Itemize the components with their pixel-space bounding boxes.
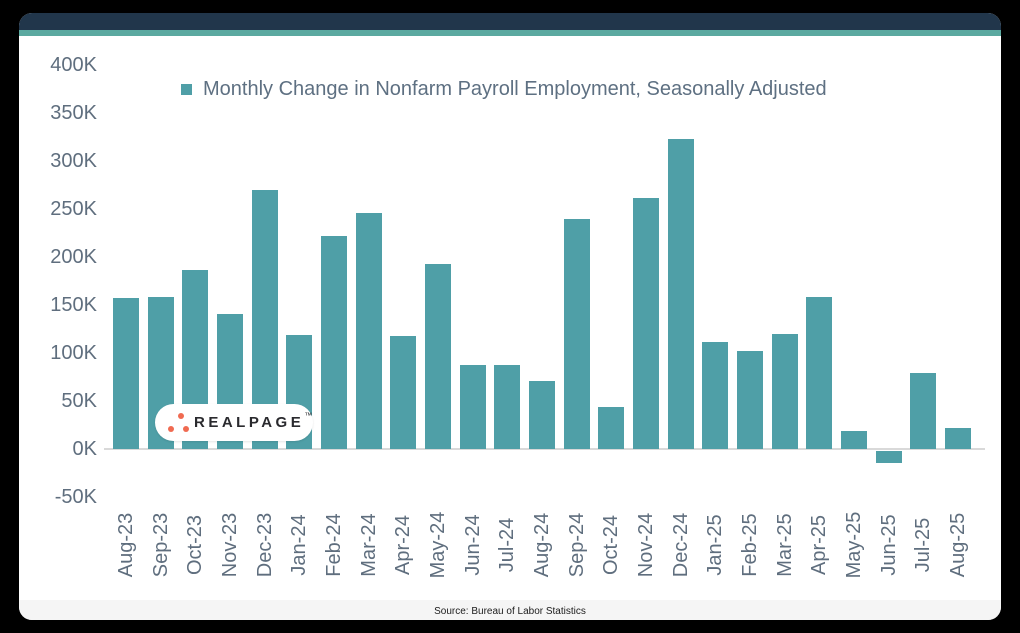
- y-axis-tick-label: 150K: [50, 294, 97, 316]
- legend-swatch-icon: [181, 83, 192, 95]
- x-axis-tick-label: Aug-24: [530, 512, 553, 578]
- x-axis-tick-label: Feb-25: [738, 513, 761, 577]
- y-axis-tick-label: 350K: [50, 102, 97, 124]
- bar: [424, 263, 451, 449]
- x-axis-tick-label: Jun-24: [461, 514, 484, 576]
- bar: [667, 138, 694, 449]
- y-axis-tick-label: 50K: [61, 390, 97, 412]
- card-header-bar: [19, 13, 1001, 30]
- x-axis-tick-label: Nov-24: [634, 512, 657, 578]
- accent-line: [19, 30, 1001, 36]
- x-axis-tick-label: Mar-24: [357, 513, 380, 577]
- x-axis-tick-label: Aug-25: [946, 512, 969, 578]
- x-axis-tick-label: Jul-24: [496, 517, 519, 573]
- source-strip: Source: Bureau of Labor Statistics: [19, 600, 1001, 620]
- bar: [736, 351, 763, 449]
- x-axis-tick-label: Nov-23: [218, 512, 241, 578]
- y-axis-tick-label: -50K: [54, 486, 97, 508]
- x-axis-tick-label: Feb-24: [322, 513, 345, 577]
- x-axis-tick-label: Oct-24: [600, 514, 623, 576]
- zero-gridline: [104, 448, 985, 450]
- y-axis-tick-label: 200K: [50, 246, 97, 268]
- x-axis-tick-label: Jan-25: [704, 514, 727, 576]
- x-axis-tick-label: May-25: [842, 511, 865, 579]
- x-axis-tick-label: Dec-23: [253, 512, 276, 578]
- x-axis-tick-label: Oct-23: [184, 514, 207, 576]
- y-axis-tick-label: 400K: [50, 54, 97, 76]
- realpage-logo: REALPAGE ™: [155, 404, 313, 441]
- bar: [944, 427, 971, 449]
- x-axis-tick-label: Apr-24: [392, 514, 415, 576]
- realpage-trademark: ™: [304, 411, 313, 420]
- bar: [632, 198, 659, 449]
- x-axis-tick-label: Dec-24: [669, 512, 692, 578]
- source-text: Source: Bureau of Labor Statistics: [434, 606, 586, 617]
- realpage-logo-text: REALPAGE: [194, 414, 305, 431]
- y-axis-tick-label: 100K: [50, 342, 97, 364]
- bar: [320, 235, 347, 449]
- bar: [113, 298, 139, 449]
- bar: [390, 335, 417, 449]
- x-axis-tick-label: Sep-24: [565, 512, 588, 578]
- x-axis-tick-label: Apr-25: [808, 514, 831, 576]
- y-axis-tick-label: 250K: [50, 198, 97, 220]
- bar: [598, 406, 625, 449]
- x-axis-tick-label: Jan-24: [288, 514, 311, 576]
- bar: [563, 218, 590, 449]
- x-axis-tick-label: Jun-25: [877, 514, 900, 576]
- x-axis-tick-label: Mar-25: [773, 513, 796, 577]
- bar: [355, 212, 382, 449]
- x-axis-tick-label: Aug-23: [115, 512, 137, 578]
- y-axis-tick-label: 300K: [50, 150, 97, 172]
- bar: [840, 430, 867, 449]
- bar: [528, 380, 555, 449]
- x-axis-tick-label: May-24: [426, 511, 449, 579]
- legend-label: Monthly Change in Nonfarm Payroll Employ…: [203, 77, 827, 100]
- bar: [702, 342, 729, 449]
- bar: [459, 365, 486, 449]
- x-axis-tick-label: Sep-23: [149, 512, 172, 578]
- chart-card: Monthly Change in Nonfarm Payroll Employ…: [19, 13, 1001, 620]
- x-axis-tick-label: Jul-25: [912, 517, 935, 573]
- bar: [875, 451, 902, 464]
- legend: Monthly Change in Nonfarm Payroll Employ…: [181, 77, 827, 101]
- bar: [771, 333, 798, 449]
- bar: [806, 297, 833, 449]
- bar: [494, 364, 521, 449]
- plot-area: Monthly Change in Nonfarm Payroll Employ…: [19, 36, 1001, 600]
- bar: [910, 373, 937, 449]
- realpage-dots-icon: [164, 409, 194, 437]
- y-axis-tick-label: 0K: [72, 438, 97, 460]
